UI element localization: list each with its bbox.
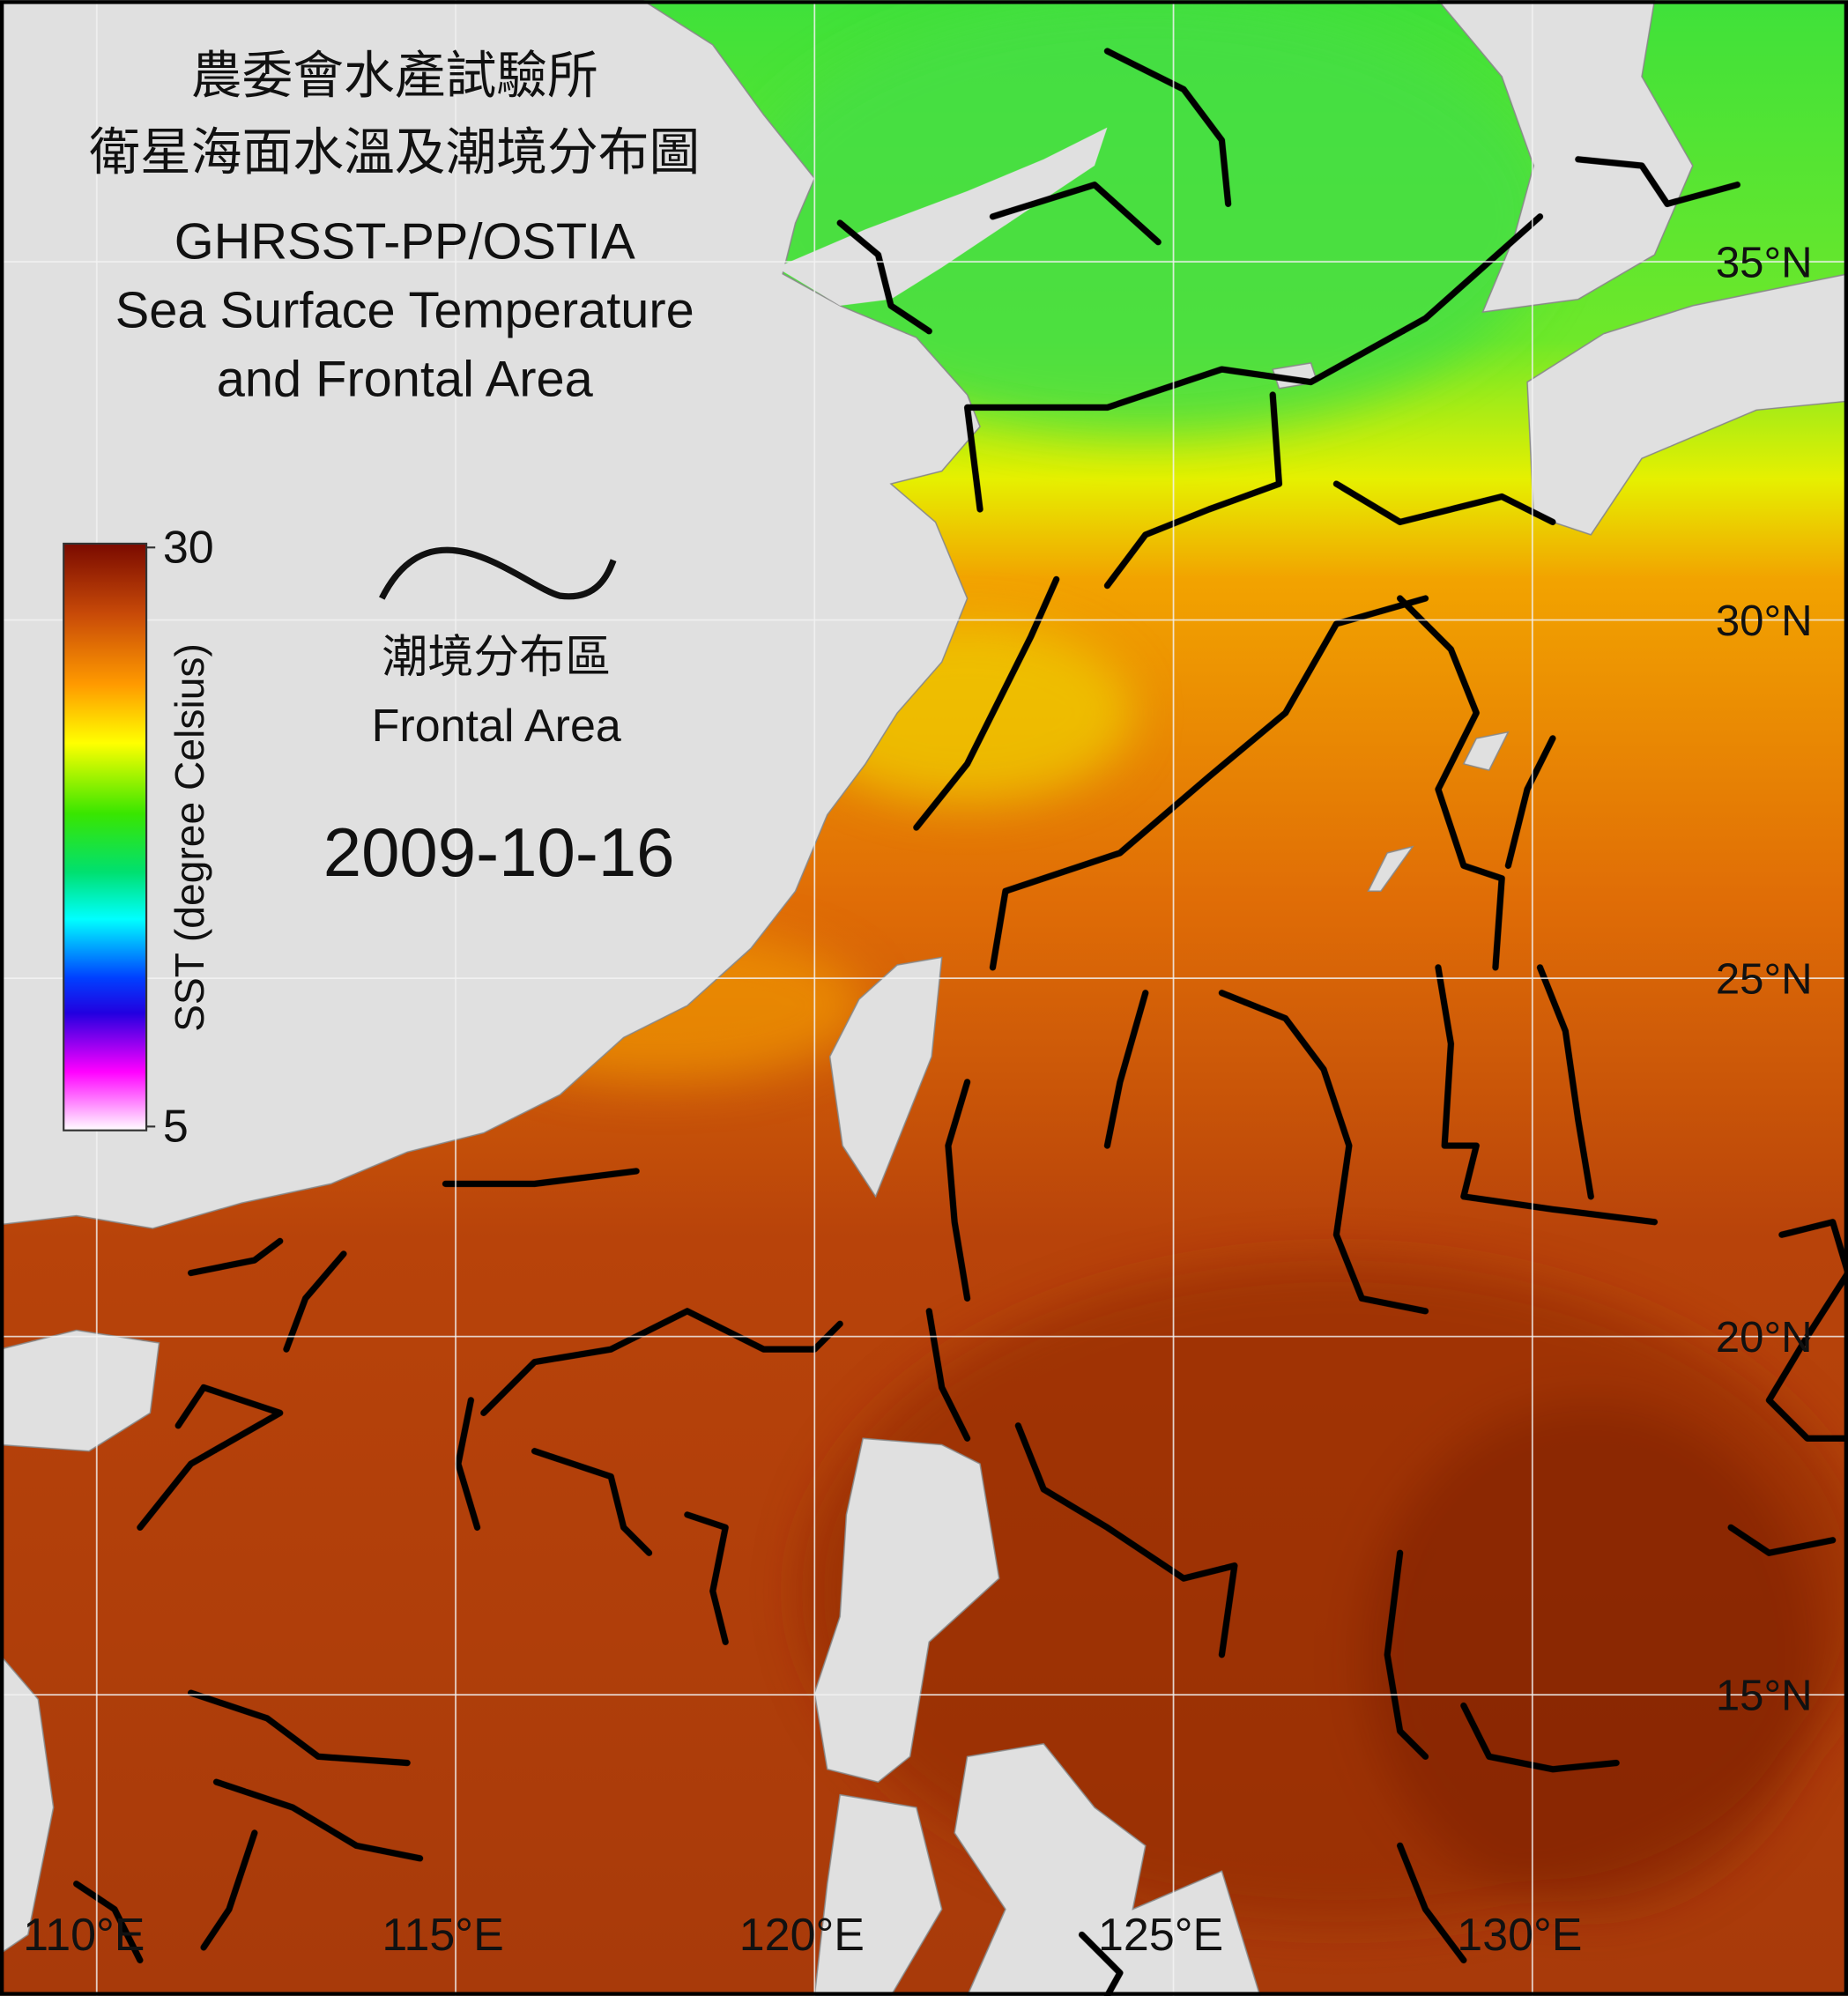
- lon-label: 115°E: [382, 1910, 503, 1961]
- ryukyu: [1367, 731, 1510, 892]
- korea: [1436, 0, 1694, 313]
- lon-label: 125°E: [1098, 1910, 1223, 1961]
- title-zh-1: 農委會水產試驗所: [191, 48, 598, 105]
- lat-label: 30°N: [1716, 597, 1813, 645]
- colorbar-ticks: 5 30: [146, 523, 214, 1153]
- luzon: [813, 1437, 1000, 1783]
- japan: [1526, 273, 1848, 536]
- lon-label: 110°E: [23, 1910, 145, 1961]
- legend-label-zh: 潮境分布區: [382, 632, 611, 683]
- title-en-1: GHRSST-PP/OSTIA: [174, 213, 636, 270]
- lon-label: 120°E: [739, 1910, 865, 1961]
- title-en-3: and Frontal Area: [217, 351, 594, 407]
- colorbar-label: SST (degree Celsius): [167, 643, 212, 1032]
- visayas: [954, 1743, 1261, 1996]
- taiwan: [828, 956, 943, 1198]
- lat-label: 25°N: [1716, 955, 1813, 1003]
- china-mainland: [0, 0, 981, 1229]
- title-en-2: Sea Surface Temperature: [115, 282, 694, 338]
- legend-label-en: Frontal Area: [372, 701, 621, 752]
- indochina: [0, 1653, 55, 1955]
- lat-label: 35°N: [1716, 239, 1813, 286]
- hainan: [0, 1329, 160, 1452]
- colorbar: [63, 542, 148, 1132]
- lat-label: 15°N: [1716, 1673, 1813, 1720]
- title-zh-2: 衛星海面水溫及潮境分布圖: [89, 124, 700, 181]
- colorbar-tick-label: 5: [163, 1102, 189, 1153]
- title-block: 農委會水產試驗所 衛星海面水溫及潮境分布圖 GHRSST-PP/OSTIA Se…: [89, 48, 700, 408]
- colorbar-tick-label: 30: [163, 523, 214, 574]
- lon-label: 130°E: [1457, 1910, 1582, 1961]
- lat-label: 20°N: [1716, 1314, 1813, 1362]
- map-date: 2009-10-16: [323, 813, 675, 891]
- legend-frontal-symbol: [379, 546, 617, 600]
